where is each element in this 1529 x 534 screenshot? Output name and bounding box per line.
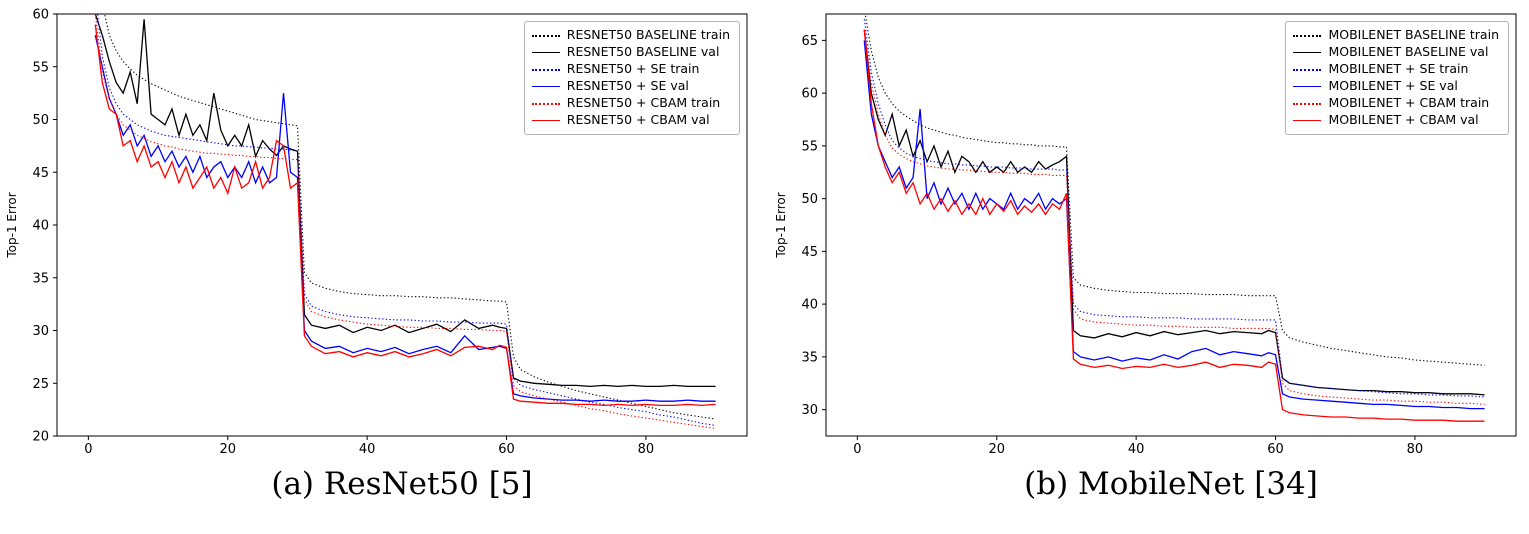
legend-item: RESNET50 + SE val (531, 78, 730, 95)
legend-item: MOBILENET + CBAM train (1293, 95, 1499, 112)
y-tick-label: 40 (801, 298, 818, 313)
mobilenet-figure: 30 35 40 45 50 55 60 65 0 20 40 60 80 Top-1 Error MOB… (771, 4, 1526, 502)
y-axis-label: Top-1 Error (5, 192, 19, 258)
legend-line-sample (531, 52, 560, 53)
legend-line-sample (531, 86, 560, 87)
y-tick-label: 50 (801, 192, 818, 207)
legend-line-sample (531, 102, 560, 105)
y-tick-label: 45 (801, 245, 818, 260)
series-line (104, 14, 716, 420)
legend-item-label: RESNET50 + SE val (566, 78, 689, 94)
series-line (863, 29, 1485, 405)
legend-item-label: RESNET50 BASELINE train (566, 27, 730, 43)
legend-item-label: RESNET50 + SE train (566, 61, 700, 77)
mobilenet-plot: 30 35 40 45 50 55 60 65 0 20 40 60 80 Top-1 Error (774, 13, 1517, 457)
legend-item-label: MOBILENET BASELINE train (1328, 27, 1499, 43)
y-tick-label: 30 (32, 324, 49, 339)
legend-item: MOBILENET BASELINE val (1293, 44, 1499, 61)
mobilenet-chart: 30 35 40 45 50 55 60 65 0 20 40 60 80 Top-1 Error MOB… (771, 4, 1526, 464)
y-tick-label: 50 (32, 113, 49, 128)
legend-line-sample (531, 34, 560, 37)
x-tick-label: 40 (359, 442, 376, 457)
x-tick-label: 80 (1407, 442, 1424, 457)
series-line (864, 14, 1485, 366)
y-tick-label: 40 (32, 219, 49, 234)
legend-item: RESNET50 BASELINE val (531, 44, 730, 61)
legend-item-label: MOBILENET + CBAM val (1328, 112, 1479, 128)
legend-item: RESNET50 + CBAM val (531, 112, 730, 129)
series-line (94, 34, 716, 402)
series-line (863, 29, 1485, 396)
x-tick-label: 60 (1267, 442, 1284, 457)
legend-item-label: MOBILENET BASELINE val (1328, 44, 1489, 60)
legend-item-label: MOBILENET + CBAM train (1328, 95, 1490, 111)
y-axis-label: Top-1 Error (774, 192, 788, 258)
y-tick-label: 65 (801, 34, 818, 49)
x-tick-label: 20 (219, 442, 236, 457)
x-tick-label: 20 (988, 442, 1005, 457)
y-tick-label: 60 (32, 8, 49, 23)
plot-border (825, 13, 1517, 437)
y-tick-label: 30 (801, 403, 818, 418)
legend-item: RESNET50 + CBAM train (531, 95, 730, 112)
legend-line-sample (1293, 34, 1322, 37)
legend-line-sample (1293, 86, 1322, 87)
legend-item: MOBILENET + CBAM val (1293, 112, 1499, 129)
y-tick-label: 35 (801, 350, 818, 365)
legend-item: MOBILENET BASELINE train (1293, 27, 1499, 44)
legend-item: MOBILENET + SE val (1293, 78, 1499, 95)
resnet50-chart: 20 25 30 35 40 45 50 55 60 0 20 40 60 80 Top-1 Error R… (2, 4, 757, 464)
legend-line-sample (1293, 68, 1322, 71)
y-tick-label: 20 (32, 430, 49, 445)
legend-item: RESNET50 + SE train (531, 61, 730, 78)
resnet50-caption: (a) ResNet50 [5] (271, 466, 533, 502)
x-tick-label: 60 (498, 442, 515, 457)
x-tick-label: 0 (84, 442, 92, 457)
resnet50-plot: 20 25 30 35 40 45 50 55 60 0 20 40 60 80 Top-1 Error (5, 8, 748, 457)
series-line (94, 24, 716, 407)
figure-row: 20 25 30 35 40 45 50 55 60 0 20 40 60 80 Top-1 Error R… (2, 4, 1526, 502)
series-line (863, 29, 1485, 422)
legend-line-sample (1293, 120, 1322, 121)
x-tick-label: 0 (853, 442, 861, 457)
legend-item-label: RESNET50 + CBAM train (566, 95, 721, 111)
legend-line-sample (531, 120, 560, 121)
series-line (863, 19, 1485, 398)
y-tick-label: 25 (32, 377, 49, 392)
y-tick-label: 55 (32, 60, 49, 75)
mobilenet-legend: MOBILENET BASELINE train MOBILENET BASELI… (1285, 21, 1509, 135)
legend-line-sample (1293, 102, 1322, 105)
legend-item-label: RESNET50 BASELINE val (566, 44, 720, 60)
legend-item: MOBILENET + SE train (1293, 61, 1499, 78)
x-tick-label: 40 (1128, 442, 1145, 457)
legend-item-label: RESNET50 + CBAM val (566, 112, 710, 128)
series-line (97, 14, 716, 426)
legend-item-label: MOBILENET + SE train (1328, 61, 1469, 77)
mobilenet-caption: (b) MobileNet [34] (1024, 466, 1318, 502)
resnet50-figure: 20 25 30 35 40 45 50 55 60 0 20 40 60 80 Top-1 Error R… (2, 4, 757, 502)
legend-line-sample (1293, 52, 1322, 53)
y-tick-label: 45 (32, 166, 49, 181)
y-tick-label: 35 (32, 271, 49, 286)
x-tick-label: 80 (638, 442, 655, 457)
series-line (94, 14, 716, 388)
legend-item: RESNET50 BASELINE train (531, 27, 730, 44)
resnet50-legend: RESNET50 BASELINE train RESNET50 BASELINE… (523, 21, 740, 135)
y-tick-label: 60 (801, 87, 818, 102)
y-tick-label: 55 (801, 139, 818, 154)
series-line (863, 40, 1485, 410)
legend-item-label: MOBILENET + SE val (1328, 78, 1458, 94)
legend-line-sample (531, 68, 560, 71)
